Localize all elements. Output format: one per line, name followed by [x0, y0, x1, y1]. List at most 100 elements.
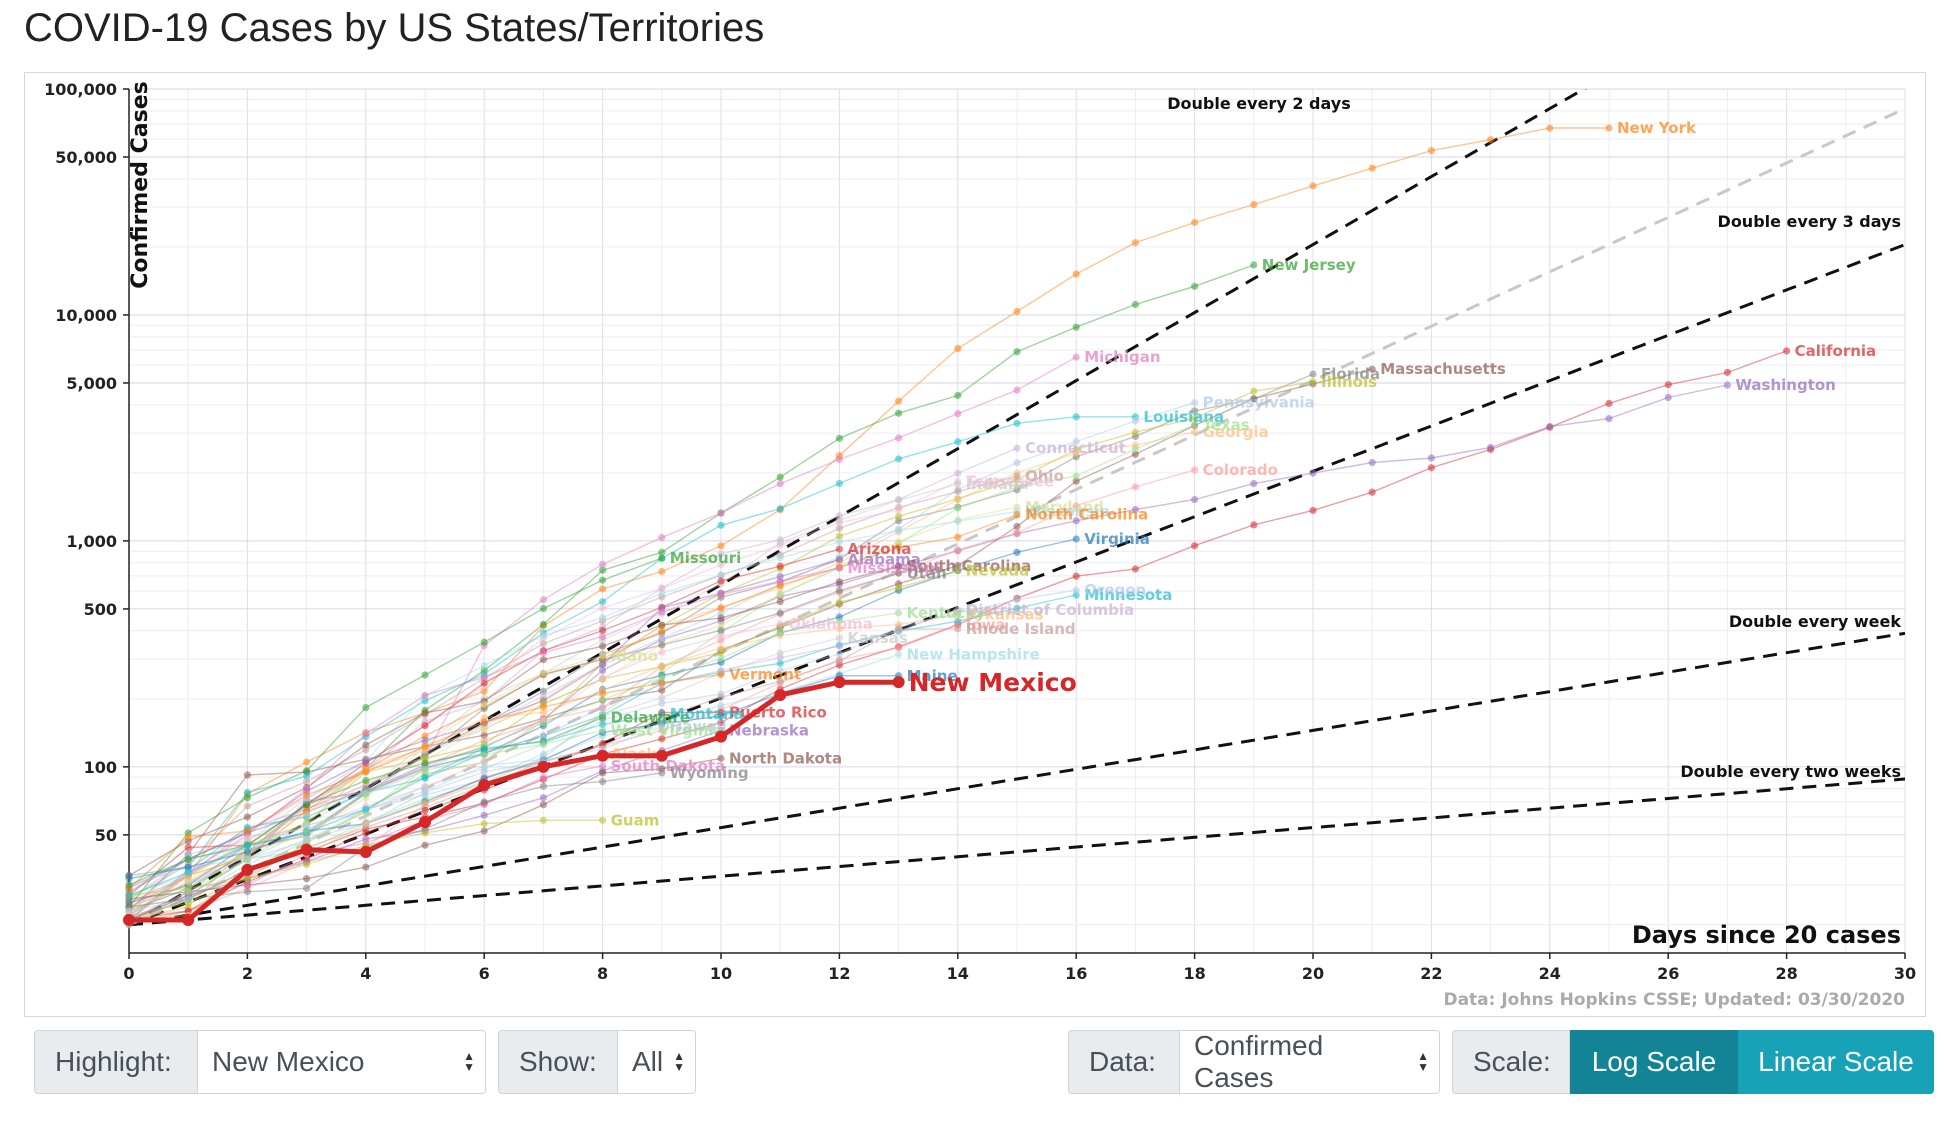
series-point [1309, 378, 1317, 386]
series-point [362, 730, 370, 738]
series-line [128, 368, 1373, 912]
series-point [954, 567, 962, 575]
highlight-point [596, 749, 609, 762]
series-label: South Dakota [611, 757, 726, 775]
series-point [599, 674, 607, 682]
series-line [128, 572, 899, 893]
series-label: Indiana [966, 475, 1029, 493]
series-point [243, 794, 251, 802]
series-point [303, 827, 311, 835]
series-point [1072, 270, 1080, 278]
series-point [421, 799, 429, 807]
series-point [895, 409, 903, 417]
series-point [539, 604, 548, 613]
series-label: District of Columbia [966, 601, 1134, 619]
highlight-point [478, 779, 491, 792]
series-point [658, 533, 666, 542]
series-line [128, 506, 1018, 900]
series-point [895, 397, 903, 405]
series-label: Georgia [1203, 423, 1269, 441]
series-point [835, 618, 844, 626]
series-point [421, 807, 429, 815]
chart-svg: 0 2 4 6 8 10 12 14 16 18 20 22 24 26 28 30501005001,000… [44, 80, 1916, 1010]
series-point [835, 598, 844, 606]
series-point [362, 703, 370, 712]
y-tick-label: 10,000 [55, 306, 117, 325]
series-point [1191, 414, 1199, 422]
series-point [776, 677, 784, 685]
series-point [1072, 323, 1080, 331]
series-point [835, 587, 844, 595]
series-point [1546, 422, 1554, 431]
series-point [776, 554, 784, 562]
series-point [599, 816, 607, 824]
series-point [303, 875, 311, 883]
series-label: Pennsylvania [1203, 394, 1315, 412]
series-point [480, 718, 488, 726]
series-point [1131, 505, 1139, 514]
series-label: Montana [670, 705, 744, 723]
series-point [599, 739, 607, 747]
linear-scale-button[interactable]: Linear Scale [1738, 1030, 1934, 1094]
series-point [1072, 449, 1080, 457]
series-point [954, 438, 962, 446]
series-point [1605, 415, 1613, 423]
series-point [954, 533, 962, 541]
series-point [835, 657, 844, 665]
series-point [362, 820, 370, 828]
series-point [895, 506, 903, 514]
log-scale-button[interactable]: Log Scale [1570, 1030, 1738, 1094]
series-point [717, 561, 725, 569]
x-tick-label: 8 [597, 964, 608, 983]
series-point [1368, 488, 1376, 496]
series-point [599, 633, 607, 641]
series-point [1131, 428, 1139, 436]
series-label: Oregon [1084, 581, 1146, 599]
series-point [539, 620, 548, 628]
highlight-point [359, 845, 372, 858]
series-point [895, 650, 903, 659]
series-label: Wyoming [670, 764, 749, 782]
x-tick-label: 26 [1657, 964, 1679, 983]
series-line [128, 513, 1018, 908]
series-label: Connecticut [1025, 439, 1126, 457]
show-select[interactable]: All ▲ ▼ [618, 1030, 696, 1094]
series-point [303, 835, 311, 843]
series-point [1191, 407, 1199, 415]
series-point [599, 626, 607, 635]
series-point [658, 621, 666, 629]
series-point [184, 843, 192, 852]
reference-line [129, 243, 1905, 927]
series-point [539, 732, 548, 740]
series-point [421, 841, 429, 849]
series-point [480, 762, 488, 770]
series-point [776, 609, 784, 617]
series-point [599, 689, 607, 698]
series-point [835, 455, 844, 464]
highlight-point [833, 676, 846, 689]
series-label: New York [1617, 119, 1697, 137]
series-point [835, 634, 844, 642]
series-point [1072, 472, 1080, 480]
series-point [303, 860, 311, 869]
series-point [717, 550, 725, 558]
series-point [480, 638, 488, 646]
x-tick-label: 20 [1302, 964, 1324, 983]
series-label: Kansas [847, 629, 907, 647]
series-point [895, 609, 903, 617]
series-point [717, 633, 725, 641]
series-point [599, 614, 607, 622]
series-label: Michigan [1084, 348, 1160, 366]
show-control: Show: All ▲ ▼ [498, 1030, 696, 1094]
highlight-select[interactable]: New Mexico ▲ ▼ [198, 1030, 486, 1094]
series-line [128, 675, 899, 880]
data-select[interactable]: Confirmed Cases ▲ ▼ [1180, 1030, 1440, 1094]
show-label: Show: [519, 1046, 597, 1077]
series-point [599, 720, 607, 729]
series-point [243, 855, 251, 863]
series-point [243, 841, 251, 849]
series-label: Nevada [966, 562, 1030, 580]
series-point [895, 562, 903, 570]
series-point [1191, 495, 1199, 504]
series-point [1013, 596, 1021, 604]
